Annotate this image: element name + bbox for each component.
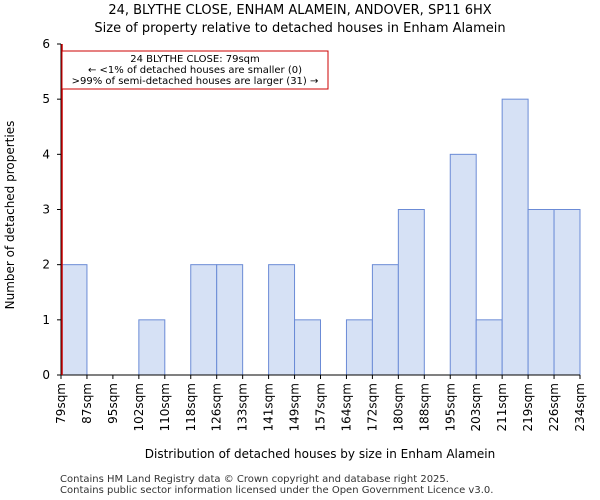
- bar-79sqm: [60, 264, 88, 376]
- x-tick-label: 234sqm: [573, 383, 587, 431]
- x-tick-label: 211sqm: [495, 383, 509, 431]
- x-tick-label: 226sqm: [547, 383, 561, 431]
- x-tick-label: 195sqm: [443, 383, 457, 431]
- bar-203sqm: [475, 319, 503, 376]
- x-tick-label: 219sqm: [521, 383, 535, 431]
- x-tick-label: 141sqm: [262, 383, 276, 431]
- bar-164sqm: [345, 319, 373, 376]
- bar-149sqm: [294, 319, 321, 376]
- footer-line-2: Contains public sector information licen…: [60, 485, 494, 496]
- y-tick-label: 3: [42, 203, 50, 217]
- annotation-line-3: >99% of semi-detached houses are larger …: [72, 76, 319, 87]
- x-tick-label: 172sqm: [365, 383, 379, 431]
- bar-226sqm: [553, 209, 581, 376]
- x-tick-label: 118sqm: [184, 383, 198, 431]
- x-tick-label: 180sqm: [391, 383, 405, 431]
- x-tick-label: 203sqm: [469, 383, 483, 431]
- y-tick-label: 6: [42, 37, 50, 51]
- annotation-line-1: 24 BLYTHE CLOSE: 79sqm: [130, 54, 260, 65]
- x-tick-label: 110sqm: [158, 383, 172, 431]
- bar-219sqm: [527, 209, 555, 376]
- y-tick-label: 1: [42, 313, 50, 327]
- y-tick-label: 5: [42, 92, 50, 106]
- footer-line-1: Contains HM Land Registry data © Crown c…: [60, 474, 449, 485]
- y-ticks-group: 0 1 2 3 4 5 6: [42, 37, 61, 382]
- bar-211sqm: [501, 98, 529, 376]
- chart-subtitle: Size of property relative to detached ho…: [94, 21, 506, 36]
- x-tick-label: 149sqm: [288, 383, 302, 431]
- x-tick-label: 126sqm: [210, 383, 224, 431]
- bar-126sqm: [216, 264, 244, 376]
- bar-195sqm: [449, 153, 477, 376]
- y-tick-label: 4: [42, 147, 50, 161]
- y-tick-label: 0: [42, 368, 50, 382]
- chart-title: 24, BLYTHE CLOSE, ENHAM ALAMEIN, ANDOVER…: [108, 3, 492, 18]
- bar-118sqm: [190, 264, 218, 376]
- x-tick-label: 95sqm: [106, 383, 120, 424]
- bar-102sqm: [138, 319, 166, 376]
- x-tick-label: 157sqm: [314, 383, 328, 431]
- x-tick-label: 102sqm: [132, 383, 146, 431]
- x-tick-label: 87sqm: [80, 383, 94, 424]
- x-tick-label: 133sqm: [236, 383, 250, 431]
- x-tick-label: 79sqm: [54, 383, 68, 424]
- bars-group: [60, 98, 581, 376]
- bar-180sqm: [397, 209, 425, 376]
- annotation-line-2: ← <1% of detached houses are smaller (0): [88, 65, 302, 76]
- x-tick-label: 164sqm: [339, 383, 353, 431]
- y-axis-label: Number of detached properties: [3, 121, 17, 310]
- bar-172sqm: [371, 264, 399, 376]
- x-ticks-group: 79sqm 87sqm 95sqm 102sqm 110sqm 118sqm 126sqm 1…: [54, 375, 587, 431]
- bar-141sqm: [268, 264, 296, 376]
- y-tick-label: 2: [42, 258, 50, 272]
- x-tick-label: 188sqm: [417, 383, 431, 431]
- annotation-box: 24 BLYTHE CLOSE: 79sqm ← <1% of detached…: [61, 50, 329, 90]
- x-axis-label: Distribution of detached houses by size …: [145, 447, 495, 461]
